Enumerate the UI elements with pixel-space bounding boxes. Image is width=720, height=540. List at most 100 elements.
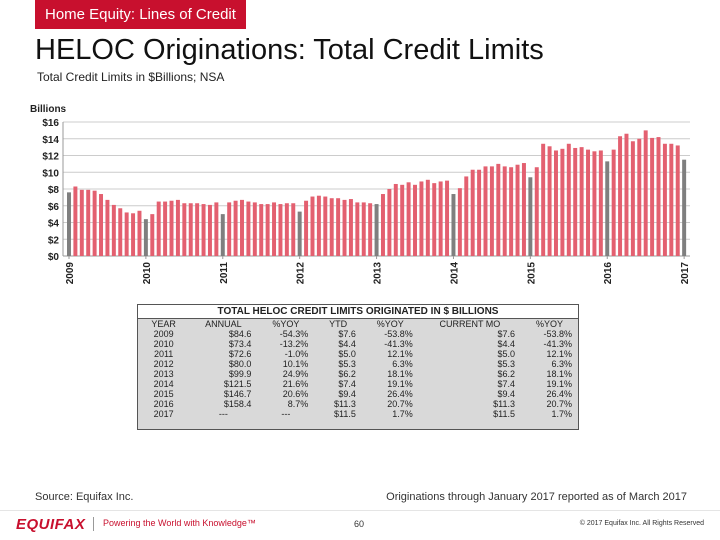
bar-2012-8 xyxy=(342,199,347,256)
table-row: 2014 $121.5 21.6% $7.4 19.1% $7.4 19.1% xyxy=(138,379,578,389)
bar-2014-7 xyxy=(489,166,494,256)
bar-2015-2 xyxy=(534,167,539,256)
footer-separator xyxy=(93,517,94,531)
bar-2016-11 xyxy=(669,143,674,256)
bar-2012-1 xyxy=(297,211,302,256)
table-title: TOTAL HELOC CREDIT LIMITS ORIGINATED IN … xyxy=(138,305,578,319)
table-cell: $11.3 xyxy=(493,399,516,409)
bar-2016-3 xyxy=(618,136,623,256)
bar-2010-8 xyxy=(188,203,193,256)
bar-2010-11 xyxy=(207,204,212,256)
bar-2015-11 xyxy=(592,151,597,256)
bar-2016-6 xyxy=(637,138,642,256)
table-cell: 2011 xyxy=(153,349,174,359)
bar-2011-3 xyxy=(233,200,238,256)
y-tick-label: $10 xyxy=(42,168,59,179)
table-cell: 18.1% xyxy=(387,369,413,379)
table-cell: 1.7% xyxy=(551,409,572,419)
table-cell: 19.1% xyxy=(387,379,413,389)
table-cell: $5.0 xyxy=(338,349,356,359)
table-cell: 2013 xyxy=(153,369,174,379)
bar-2015-7 xyxy=(566,143,571,256)
table-cell: $73.4 xyxy=(228,339,252,349)
bar-2011-10 xyxy=(278,204,283,256)
page-subtitle: Total Credit Limits in $Billions; NSA xyxy=(37,70,225,84)
bar-2014-12 xyxy=(521,163,526,256)
table-cell: $80.0 xyxy=(228,359,252,369)
bar-2009-4 xyxy=(86,189,91,256)
table-cell: $121.5 xyxy=(223,379,252,389)
bar-2012-2 xyxy=(304,200,309,256)
y-axis-label: Billions xyxy=(30,104,67,115)
table-cell: 20.6% xyxy=(282,389,309,399)
bar-2011-6 xyxy=(252,202,257,256)
table-row: 2016 $158.4 8.7% $11.3 20.7% $11.3 20.7% xyxy=(138,399,578,409)
table-cell: 18.1% xyxy=(546,369,572,379)
footer-divider xyxy=(0,510,720,511)
column-header: ANNUAL xyxy=(205,319,242,329)
y-tick-label: $4 xyxy=(48,219,60,230)
table-cell: -53.8% xyxy=(543,329,572,339)
bar-2013-3 xyxy=(387,189,392,256)
bar-2015-6 xyxy=(560,148,565,256)
table-cell: $7.6 xyxy=(338,329,356,339)
tagline: Powering the World with Knowledge™ xyxy=(103,518,256,528)
table-cell: 10.1% xyxy=(282,359,309,369)
table-cell: $11.3 xyxy=(333,399,356,409)
table-cell: 1.7% xyxy=(392,409,413,419)
bar-2010-5 xyxy=(169,200,174,256)
x-tick-label: 2009 xyxy=(65,262,76,285)
bar-2012-12 xyxy=(368,203,373,256)
bar-2013-1 xyxy=(374,204,379,256)
bar-2013-4 xyxy=(393,183,398,256)
x-tick-label: 2016 xyxy=(603,262,614,285)
table-cell: $4.4 xyxy=(338,339,356,349)
x-tick-label: 2011 xyxy=(219,262,230,284)
x-tick-label: 2015 xyxy=(526,262,537,285)
bar-2013-9 xyxy=(425,179,430,256)
bar-2009-5 xyxy=(92,190,97,256)
bar-2013-11 xyxy=(438,181,443,256)
table-cell: $9.4 xyxy=(497,389,516,399)
x-tick-label: 2010 xyxy=(142,262,153,285)
table-cell: 2017 xyxy=(153,409,174,419)
bar-2014-9 xyxy=(502,166,507,256)
bar-2014-3 xyxy=(464,176,469,256)
bar-2011-8 xyxy=(265,204,270,256)
table-cell: 6.3% xyxy=(551,359,572,369)
x-tick-label: 2014 xyxy=(449,262,460,285)
table-cell: $146.7 xyxy=(223,389,252,399)
table-cell: 2010 xyxy=(153,339,174,349)
table-cell: 8.7% xyxy=(287,399,309,409)
section-tag: Home Equity: Lines of Credit xyxy=(35,0,246,29)
table-cell: 24.9% xyxy=(282,369,309,379)
bar-2010-10 xyxy=(201,204,206,256)
bar-2015-3 xyxy=(541,143,546,256)
bar-2010-6 xyxy=(175,199,180,256)
y-tick-label: $0 xyxy=(48,252,60,263)
table-cell: $11.5 xyxy=(333,409,356,419)
table-cell: $7.4 xyxy=(338,379,356,389)
table-cell: $5.3 xyxy=(497,359,516,369)
source-note: Source: Equifax Inc. xyxy=(35,491,134,503)
bar-2012-7 xyxy=(336,198,341,256)
bar-2016-4 xyxy=(624,133,629,256)
table-cell: -1.0% xyxy=(284,349,309,359)
table-cell: $7.6 xyxy=(497,329,516,339)
table-cell: $99.9 xyxy=(228,369,252,379)
bar-2010-2 xyxy=(150,214,155,256)
table-cell: 20.7% xyxy=(546,399,572,409)
table-cell: $7.4 xyxy=(497,379,516,389)
table-cell: $84.6 xyxy=(228,329,252,339)
table-cell: $72.6 xyxy=(228,349,252,359)
y-tick-label: $6 xyxy=(48,202,60,213)
table-row: 2012 $80.0 10.1% $5.3 6.3% $5.3 6.3% xyxy=(138,359,578,369)
bar-2015-1 xyxy=(528,177,533,256)
table-cell: $158.4 xyxy=(223,399,252,409)
table-cell: --- xyxy=(281,409,291,419)
bar-2009-6 xyxy=(99,194,104,256)
table-cell: -53.8% xyxy=(384,329,413,339)
bar-2009-7 xyxy=(105,199,110,256)
column-header: YTD xyxy=(329,319,348,329)
bar-2014-6 xyxy=(483,166,488,256)
